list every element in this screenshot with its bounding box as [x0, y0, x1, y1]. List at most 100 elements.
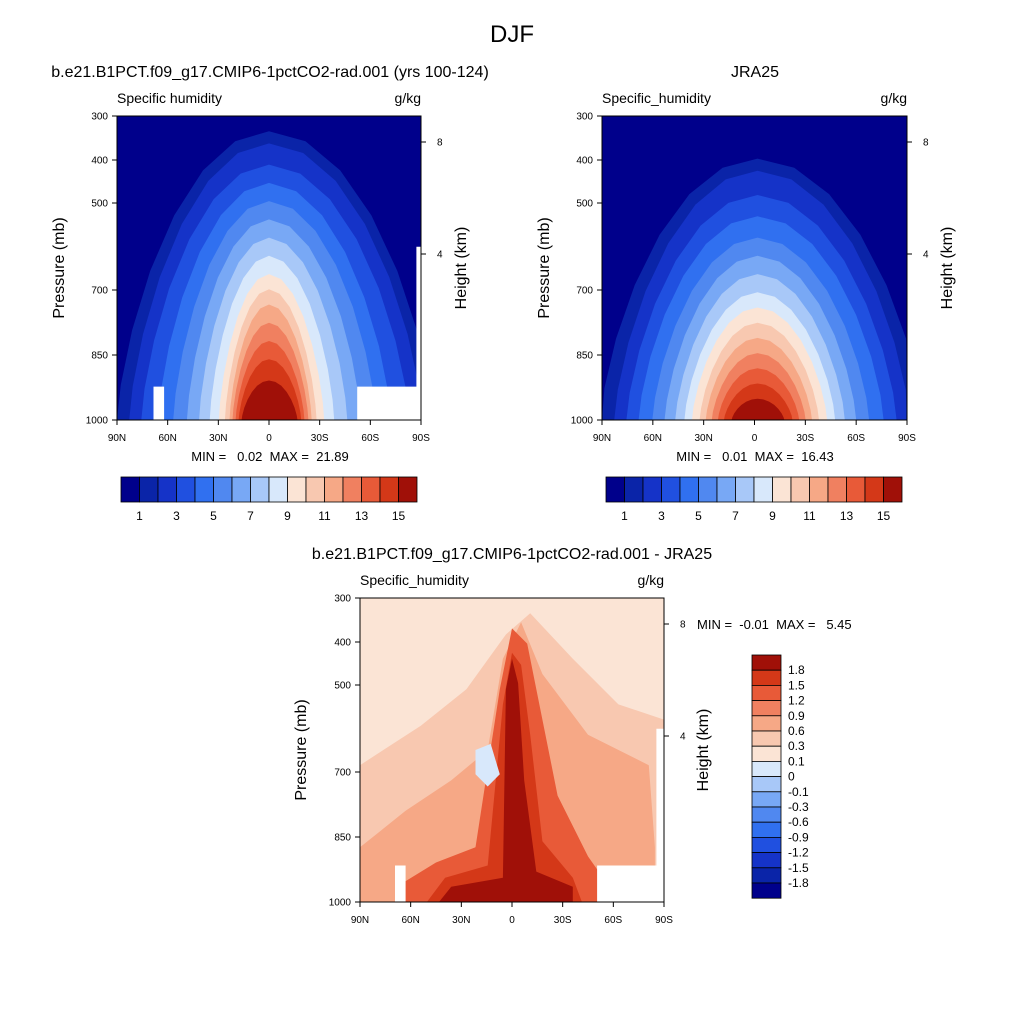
colorbar-label: 13 — [840, 509, 854, 523]
colorbar-label: 3 — [658, 509, 665, 523]
contour-band — [426, 652, 582, 902]
colorbar-swatch — [751, 730, 782, 747]
colorbar-swatch — [679, 476, 699, 503]
y-tick-label: 850 — [334, 833, 351, 844]
y-tick-label: 400 — [576, 156, 593, 167]
colorbar-label: -0.1 — [788, 785, 809, 799]
x-axis: 90N 60N 30N 0 30S 60S 90S — [351, 902, 673, 926]
contour-field — [602, 116, 907, 420]
y-tick-label: 300 — [576, 112, 593, 123]
colorbar-swatch — [698, 476, 718, 503]
y2-axis: 84 — [664, 620, 686, 743]
colorbar-swatch — [751, 837, 782, 854]
y-tick-label: 500 — [91, 199, 108, 210]
colorbar-swatch — [361, 476, 381, 503]
colorbar-label: 1 — [621, 509, 628, 523]
y2-axis: 84 — [421, 138, 443, 261]
y-tick-label: 400 — [91, 156, 108, 167]
x-tick-label: 60N — [644, 433, 662, 444]
colorbar-swatch — [305, 476, 325, 503]
missing-data — [357, 386, 418, 420]
colorbar-swatch — [250, 476, 270, 503]
colorbar-swatch — [809, 476, 829, 503]
panel-title: JRA25 — [731, 64, 779, 81]
colorbar-label: 7 — [247, 509, 254, 523]
x-tick-label: 90S — [412, 433, 430, 444]
colorbar-label: 9 — [769, 509, 776, 523]
colorbar-label: -1.2 — [788, 846, 809, 860]
y-axis: 300 400 500 700 850 1000 — [329, 594, 360, 909]
colorbar: 1 3 5 7 9 11 13 15 — [120, 476, 418, 523]
colorbar-label: 0.6 — [788, 724, 805, 738]
y2-tick-label: 4 — [680, 732, 686, 743]
y-axis-label: Pressure (mb) — [536, 217, 553, 318]
colorbar-label: 11 — [318, 509, 331, 523]
colorbar-swatch — [268, 476, 288, 503]
x-tick-label: 90N — [351, 915, 369, 926]
colorbar-swatch — [716, 476, 736, 503]
y2-tick-label: 4 — [437, 250, 443, 261]
x-tick-label: 0 — [509, 915, 515, 926]
x-axis: 90N 60N 30N 0 30S 60S 90S — [593, 420, 916, 444]
y-tick-label: 850 — [91, 351, 108, 362]
colorbar-swatch — [213, 476, 233, 503]
contour-field — [360, 598, 664, 902]
x-tick-label: 30S — [796, 433, 814, 444]
x-tick-label: 60S — [604, 915, 622, 926]
colorbar-swatch — [883, 476, 903, 503]
colorbar-swatch — [642, 476, 662, 503]
y-tick-label: 500 — [576, 199, 593, 210]
x-tick-label: 90S — [655, 915, 673, 926]
missing-data — [395, 865, 406, 902]
x-tick-label: 60S — [847, 433, 865, 444]
x-tick-label: 30S — [311, 433, 329, 444]
y-tick-label: 850 — [576, 351, 593, 362]
y2-axis-label: Height (km) — [939, 227, 956, 310]
missing-data — [416, 246, 421, 420]
colorbar-swatch — [751, 654, 782, 671]
colorbar-swatch — [605, 476, 625, 503]
colorbar-swatch — [772, 476, 792, 503]
x-tick-label: 60N — [401, 915, 419, 926]
colorbar-swatch — [751, 685, 782, 702]
colorbar-label: -1.8 — [788, 876, 809, 890]
x-tick-label: 90S — [898, 433, 916, 444]
y-tick-label: 300 — [91, 112, 108, 123]
x-tick-label: 0 — [266, 433, 272, 444]
x-tick-label: 60N — [158, 433, 176, 444]
colorbar-swatch — [751, 882, 782, 899]
colorbar-swatch — [846, 476, 866, 503]
colorbar-swatch — [176, 476, 196, 503]
colorbar-swatch — [751, 745, 782, 762]
colorbar-label: 9 — [284, 509, 291, 523]
colorbar-swatch — [790, 476, 810, 503]
y2-tick-label: 4 — [923, 250, 929, 261]
colorbar-swatch — [194, 476, 214, 503]
colorbar-swatch — [735, 476, 755, 503]
y2-axis: 84 — [907, 138, 929, 261]
colorbar-label: 15 — [877, 509, 891, 523]
colorbar-label: 3 — [173, 509, 180, 523]
x-tick-label: 90N — [593, 433, 611, 444]
panel-title: b.e21.B1PCT.f09_g17.CMIP6-1pctCO2-rad.00… — [51, 64, 489, 81]
x-tick-label: 60S — [361, 433, 379, 444]
colorbar-swatch — [827, 476, 847, 503]
colorbar-label: 1.5 — [788, 678, 805, 692]
minor-band — [475, 743, 500, 787]
y2-tick-label: 8 — [437, 138, 443, 149]
min-max-stats: MIN = 0.01 MAX = 16.43 — [676, 449, 834, 464]
y-tick-label: 300 — [334, 594, 351, 605]
colorbar-swatch — [324, 476, 344, 503]
min-max-stats: MIN = 0.02 MAX = 21.89 — [191, 449, 349, 464]
min-max-stats: MIN = -0.01 MAX = 5.45 — [697, 617, 852, 632]
y-tick-label: 700 — [91, 286, 108, 297]
colorbar-label: 5 — [695, 509, 702, 523]
colorbar-label: 0.3 — [788, 739, 805, 753]
contour-band — [731, 398, 785, 420]
colorbar-swatch — [157, 476, 177, 503]
units-label: g/kg — [638, 572, 664, 588]
x-tick-label: 30N — [452, 915, 470, 926]
colorbar-swatch — [751, 852, 782, 869]
panel-obs: JRA25 Specific_humidity g/kg 30040050070… — [536, 64, 956, 523]
